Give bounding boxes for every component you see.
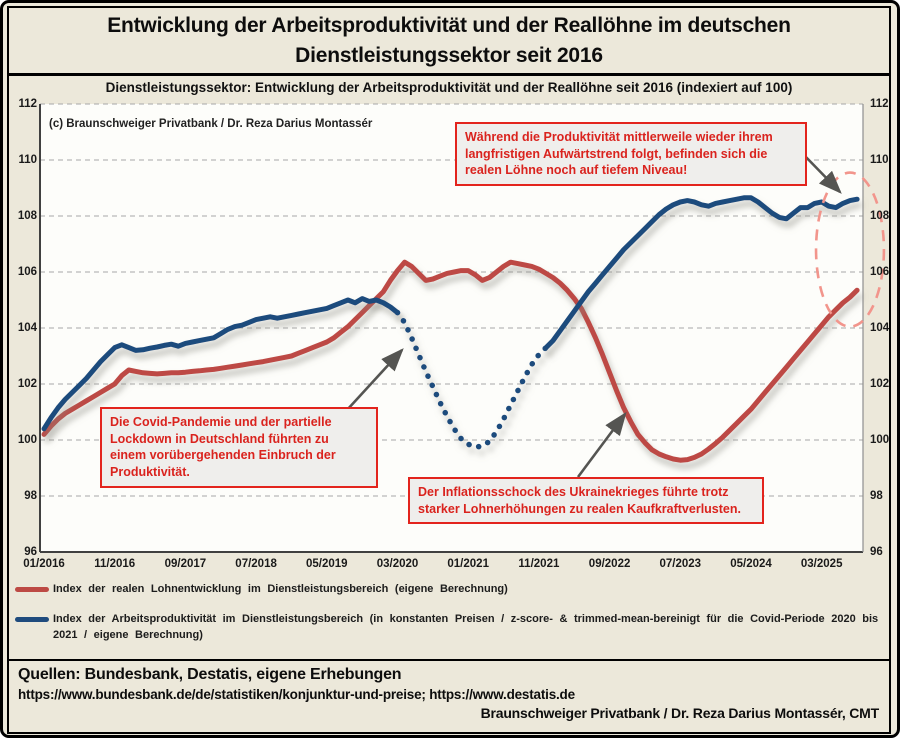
annotation-ukraine-text: Der Inflationsschock des Ukrainekrieges … xyxy=(418,485,741,516)
page-title-line-2: Dienstleistungssektor seit 2016 xyxy=(295,43,603,67)
legend: Index der realen Lohnentwicklung im Dien… xyxy=(14,581,886,657)
annotation-covid-box: Die Covid-Pandemie und der partielle Loc… xyxy=(100,407,378,488)
credit-line: Braunschweiger Privatbank / Dr. Reza Dar… xyxy=(480,705,880,721)
annotation-trend-text: Während die Produktivität mittlerweile w… xyxy=(465,130,773,178)
annotation-ukraine-box: Der Inflationsschock des Ukrainekrieges … xyxy=(408,477,764,525)
copyright-note: (c) Braunschweiger Privatbank / Dr. Reza… xyxy=(49,118,373,130)
legend-item-productivity: Index der Arbeitsproduktivität im Dienst… xyxy=(14,611,886,644)
y-tick-label: 108 xyxy=(17,210,37,222)
x-tick-label: 05/2024 xyxy=(730,558,772,570)
y-tick-label: 104 xyxy=(17,322,37,334)
x-tick-label: 09/2022 xyxy=(588,558,631,570)
title-box: Entwicklung der Arbeitsproduktivität und… xyxy=(7,6,891,75)
chart-title: Dienstleistungssektor: Entwicklung der A… xyxy=(105,80,793,95)
urls-line: https://www.bundesbank.de/de/statistiken… xyxy=(18,687,575,702)
y-tick-label: 100 xyxy=(870,434,890,446)
y-tick-label: 96 xyxy=(870,546,883,558)
y-tick-label: 98 xyxy=(870,490,883,502)
annotation-trend-box: Während die Produktivität mittlerweile w… xyxy=(455,122,807,186)
chart-region: Dienstleistungssektor: Entwicklung der A… xyxy=(7,74,891,661)
y-tick-label: 106 xyxy=(17,266,37,278)
x-tick-label: 01/2016 xyxy=(23,558,65,570)
x-tick-label: 03/2020 xyxy=(376,558,419,570)
y-tick-label: 108 xyxy=(870,210,890,222)
y-tick-label: 110 xyxy=(870,154,889,166)
x-tick-label: 11/2021 xyxy=(518,558,560,570)
y-tick-label: 96 xyxy=(24,546,37,558)
x-tick-label: 03/2025 xyxy=(800,558,843,570)
y-tick-label: 102 xyxy=(17,378,37,390)
y-tick-label: 106 xyxy=(870,266,890,278)
legend-label-1: Index der realen Lohnentwicklung im Dien… xyxy=(53,583,508,595)
x-tick-label: 09/2017 xyxy=(164,558,207,570)
x-tick-label: 11/2016 xyxy=(94,558,136,570)
y-tick-label: 104 xyxy=(870,322,890,334)
y-tick-label: 110 xyxy=(18,154,37,166)
y-tick-label: 100 xyxy=(17,434,37,446)
y-tick-label: 102 xyxy=(870,378,890,390)
legend-swatch-1 xyxy=(15,587,49,592)
y-tick-label: 98 xyxy=(24,490,37,502)
legend-item-wages: Index der realen Lohnentwicklung im Dien… xyxy=(14,581,886,598)
x-tick-label: 07/2023 xyxy=(659,558,702,570)
y-tick-label: 112 xyxy=(18,98,37,110)
legend-swatch-2 xyxy=(15,616,49,622)
page-title-line-1: Entwicklung der Arbeitsproduktivität und… xyxy=(107,13,791,37)
legend-label-2: Index der Arbeitsproduktivität im Dienst… xyxy=(53,612,879,642)
x-tick-label: 01/2021 xyxy=(447,558,489,570)
x-tick-label: 05/2019 xyxy=(306,558,348,570)
plot-svg xyxy=(39,103,886,553)
annotation-covid-text: Die Covid-Pandemie und der partielle Loc… xyxy=(110,415,336,479)
y-tick-label: 112 xyxy=(870,98,889,110)
footer: Quellen: Bundesbank, Destatis, eigene Er… xyxy=(7,659,891,734)
sources-line: Quellen: Bundesbank, Destatis, eigene Er… xyxy=(18,666,402,683)
x-tick-label: 07/2018 xyxy=(235,558,277,570)
